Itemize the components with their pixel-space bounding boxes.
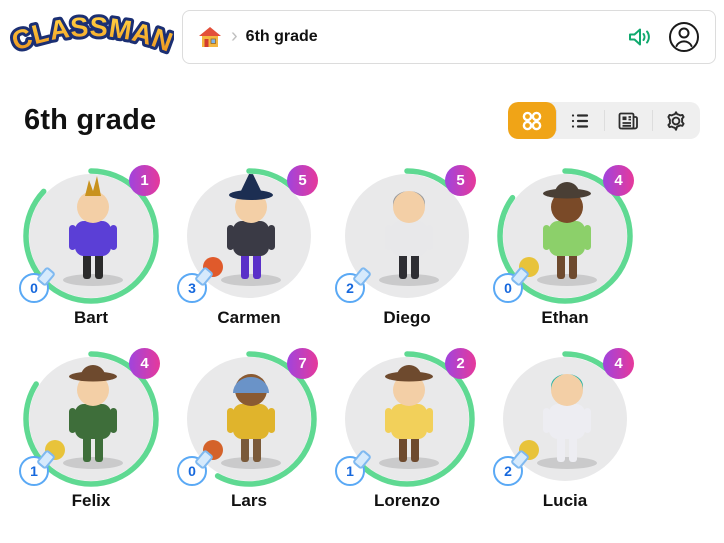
student-card[interactable]: 5 3 Carmen [170,165,328,328]
avatar-wrap: 4 0 [493,165,634,305]
logo-text: CLASSMANA [8,4,174,61]
potion-badge: 0 [177,456,207,486]
student-name: Felix [71,491,111,510]
potion-badge: 0 [19,273,49,303]
avatar-wrap: 7 0 [177,348,318,488]
score-badge: 4 [129,348,160,379]
progress-ring [181,351,317,487]
student-card[interactable]: 2 1 Lorenzo [328,348,486,511]
potion-badge: 2 [493,456,523,486]
student-name: Diego [383,308,431,327]
student-card[interactable]: 1 0 Bart [12,165,170,328]
top-navigation-bar: › 6th grade [182,10,716,64]
account-icon [669,22,699,52]
score-badge: 4 [603,165,634,196]
sound-button[interactable] [623,20,657,54]
score-badge: 4 [603,348,634,379]
student-name: Lars [231,491,267,510]
breadcrumb-chevron: › [231,24,238,47]
progress-ring [497,351,633,487]
score-badge: 7 [287,348,318,379]
speaker-icon [629,28,650,46]
account-button[interactable] [667,20,701,54]
student-name: Lorenzo [373,491,441,510]
avatar [503,357,627,481]
potion-badge: 1 [19,456,49,486]
list-view-button[interactable] [556,102,604,139]
student-card[interactable]: 7 0 Lars [170,348,328,511]
avatar-wrap: 4 1 [19,348,160,488]
progress-ring [181,168,317,304]
potion-badge: 3 [177,273,207,303]
news-view-button[interactable] [604,102,652,139]
avatar-wrap: 5 3 [177,165,318,305]
score-badge: 1 [129,165,160,196]
grid-view-button[interactable] [508,102,556,139]
student-name: Lucia [542,491,588,510]
potion-badge: 1 [335,456,365,486]
newspaper-icon [618,112,638,129]
score-badge: 5 [287,165,318,196]
progress-ring [23,168,159,304]
title-row: 6th grade [0,66,724,139]
avatar-wrap: 1 0 [19,165,160,305]
student-card[interactable]: 4 1 Felix [12,348,170,511]
list-icon [571,113,589,128]
progress-ring [497,168,633,304]
potion-badge: 0 [493,273,523,303]
progress-ring [23,351,159,487]
student-card[interactable]: 5 2 Diego [328,165,486,328]
classmana-logo: CLASSMANA [8,4,174,61]
avatar-wrap: 5 2 [335,165,476,305]
student-name: Ethan [541,308,589,327]
settings-button[interactable] [652,102,700,139]
svg-text:CLASSMANA: CLASSMANA [8,4,174,58]
score-badge: 5 [445,165,476,196]
avatar-wrap: 4 2 [493,348,634,488]
home-icon [199,27,221,47]
avatar-wrap: 2 1 [335,348,476,488]
gear-icon [667,110,685,131]
student-name: Bart [73,308,108,327]
progress-ring [339,351,475,487]
view-switcher [508,102,700,139]
progress-ring [339,168,475,304]
student-grid: 1 0 Bart [0,139,724,511]
score-badge: 2 [445,348,476,379]
student-name: Carmen [217,308,281,327]
app-header: CLASSMANA › 6th grade [0,0,724,66]
home-button[interactable] [197,25,223,49]
page-title: 6th grade [24,104,157,136]
breadcrumb-current: 6th grade [245,28,318,45]
potion-badge: 2 [335,273,365,303]
student-card[interactable]: 4 2 Lucia [486,348,644,511]
grid-icon [522,111,542,130]
student-card[interactable]: 4 0 Ethan [486,165,644,328]
